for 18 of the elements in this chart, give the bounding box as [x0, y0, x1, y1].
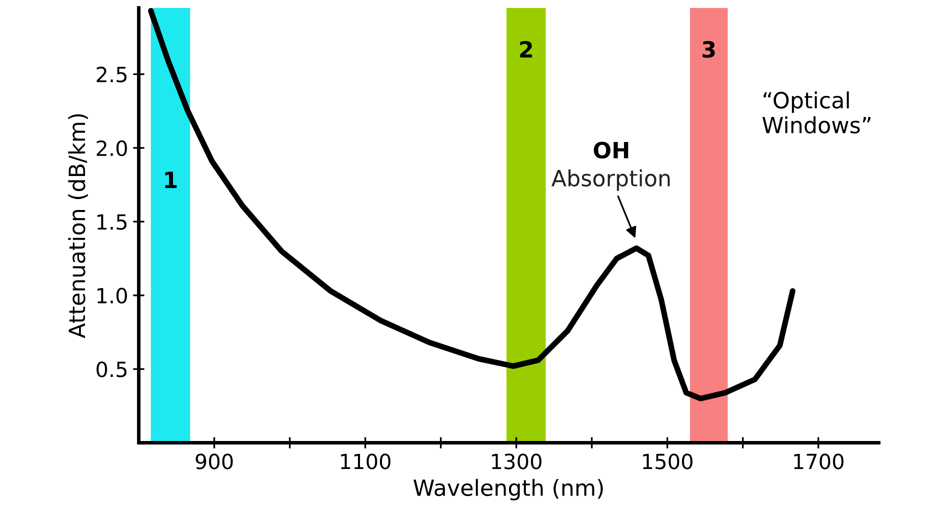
band-label: 1 — [165, 172, 177, 188]
x-tick-label: 1300 — [492, 454, 542, 470]
y-tick-label: 1.5 — [97, 214, 127, 230]
y-tick-label: 1.0 — [97, 288, 127, 304]
annotation: OH — [594, 142, 628, 159]
y-axis-title: Attenuation (dB/km) — [68, 114, 88, 338]
x-tick-label: 900 — [196, 454, 233, 470]
y-tick-label: 2.0 — [96, 140, 127, 156]
annotation: “Optical Windows” — [762, 91, 870, 134]
y-tick-label: 2.5 — [96, 66, 127, 82]
x-tick-label: 1500 — [643, 454, 692, 470]
x-axis-title: Wavelength (nm) — [414, 478, 603, 500]
annotation: Absorption — [551, 169, 670, 191]
band-label: 2 — [520, 40, 532, 58]
x-tick-label: 1100 — [341, 454, 390, 470]
x-tick-label: 1700 — [794, 454, 844, 470]
y-tick-label: 0.5 — [96, 362, 127, 378]
band-label: 3 — [702, 40, 715, 58]
